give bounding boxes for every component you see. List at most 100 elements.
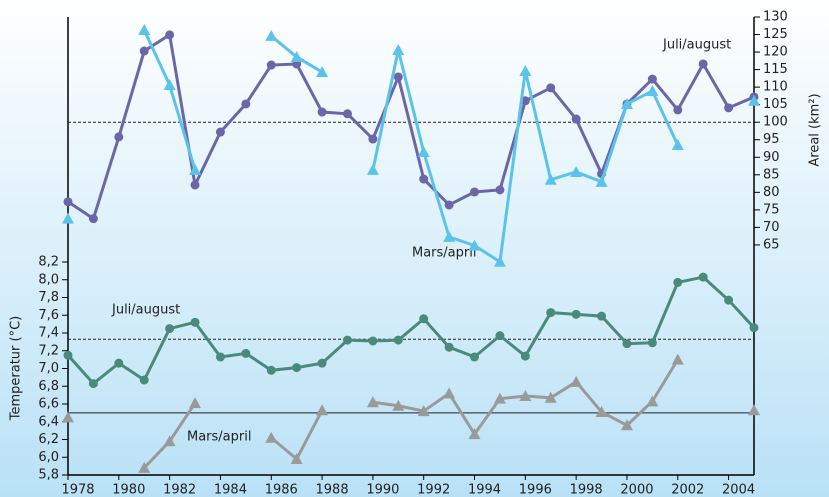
y-tick-label: 95 bbox=[763, 132, 780, 147]
marker bbox=[417, 405, 430, 417]
marker bbox=[570, 375, 583, 387]
marker bbox=[368, 336, 378, 346]
marker bbox=[673, 105, 683, 115]
marker bbox=[620, 97, 633, 109]
series-line bbox=[66, 275, 756, 386]
y-tick-label: 125 bbox=[763, 27, 788, 42]
x-tick-label: 1982 bbox=[163, 483, 196, 497]
x-tick-label: 1980 bbox=[112, 483, 145, 497]
marker bbox=[646, 395, 659, 407]
marker bbox=[241, 99, 251, 109]
marker bbox=[749, 323, 759, 333]
marker bbox=[493, 255, 506, 267]
marker bbox=[138, 23, 151, 35]
marker bbox=[265, 431, 278, 443]
x-tick-label: 1978 bbox=[61, 483, 94, 497]
marker bbox=[519, 390, 532, 402]
x-tick-label: 2000 bbox=[620, 483, 653, 497]
marker bbox=[62, 212, 74, 224]
x-tick-label: 1996 bbox=[519, 483, 552, 497]
marker bbox=[139, 46, 149, 56]
marker bbox=[392, 43, 405, 55]
marker bbox=[443, 387, 456, 399]
marker bbox=[544, 391, 557, 403]
marker bbox=[342, 335, 352, 345]
y-tick-label: 7,0 bbox=[38, 361, 59, 376]
marker bbox=[88, 379, 98, 389]
marker bbox=[622, 339, 632, 349]
marker bbox=[114, 358, 124, 368]
marker bbox=[419, 174, 429, 184]
marker bbox=[595, 175, 608, 187]
marker bbox=[317, 107, 327, 117]
y-tick-label: 70 bbox=[763, 220, 780, 235]
marker bbox=[748, 94, 760, 106]
marker bbox=[165, 30, 175, 40]
marker bbox=[646, 84, 659, 96]
marker bbox=[392, 399, 405, 411]
x-tick-label: 1994 bbox=[468, 483, 501, 497]
marker bbox=[215, 352, 225, 362]
y-tick-label: 110 bbox=[763, 80, 788, 95]
marker bbox=[366, 396, 379, 408]
marker bbox=[290, 50, 303, 62]
marker bbox=[163, 435, 176, 447]
y-tick-label: 130 bbox=[763, 10, 788, 25]
marker bbox=[138, 461, 151, 473]
marker bbox=[266, 60, 276, 70]
y-axis-label: Temperatur (°C) bbox=[9, 316, 24, 422]
x-tick-label: 1988 bbox=[316, 483, 349, 497]
x-tick-label: 2004 bbox=[722, 483, 755, 497]
marker bbox=[265, 29, 278, 41]
y-tick-label: 75 bbox=[763, 202, 780, 217]
marker bbox=[393, 335, 403, 345]
marker bbox=[724, 103, 734, 113]
marker bbox=[444, 342, 454, 352]
marker bbox=[190, 180, 200, 190]
y2-axis-label: Areal (km²) bbox=[808, 93, 823, 166]
y-tick-label: 5,8 bbox=[38, 468, 59, 483]
y-tick-label: 115 bbox=[763, 62, 788, 77]
y-tick-label: 100 bbox=[763, 115, 788, 130]
marker bbox=[748, 404, 760, 416]
marker bbox=[368, 134, 378, 144]
marker bbox=[316, 66, 329, 78]
marker bbox=[139, 375, 149, 385]
x-tick-label: 1984 bbox=[214, 483, 247, 497]
y-tick-label: 65 bbox=[763, 237, 780, 252]
y-tick-label: 7,6 bbox=[38, 308, 59, 323]
marker bbox=[470, 187, 480, 197]
marker bbox=[63, 350, 73, 360]
annotation: Mars/april bbox=[412, 246, 476, 261]
x-tick-label: 2002 bbox=[671, 483, 704, 497]
y-tick-label: 7,8 bbox=[38, 290, 59, 305]
annotation: Juli/august bbox=[662, 38, 731, 53]
marker bbox=[546, 308, 556, 318]
marker bbox=[317, 358, 327, 368]
y-tick-label: 8,0 bbox=[38, 272, 59, 287]
marker bbox=[292, 363, 302, 373]
marker bbox=[417, 146, 430, 158]
annotation: Mars/april bbox=[187, 430, 251, 445]
marker bbox=[597, 311, 607, 321]
marker bbox=[571, 114, 581, 124]
marker bbox=[620, 419, 633, 431]
marker bbox=[366, 163, 379, 175]
marker bbox=[520, 351, 530, 361]
y-tick-label: 90 bbox=[763, 150, 780, 165]
y-tick-label: 8,2 bbox=[38, 255, 59, 270]
marker bbox=[647, 74, 657, 84]
marker bbox=[544, 173, 557, 185]
marker bbox=[290, 453, 303, 465]
y-tick-label: 85 bbox=[763, 167, 780, 182]
y-tick-label: 6,8 bbox=[38, 379, 59, 394]
y-tick-label: 6,6 bbox=[38, 397, 59, 412]
marker bbox=[519, 65, 532, 77]
y-tick-label: 105 bbox=[763, 97, 788, 112]
x-tick-label: 1992 bbox=[417, 483, 450, 497]
y-tick-label: 6,0 bbox=[38, 450, 59, 465]
x-tick-label: 1990 bbox=[366, 483, 399, 497]
